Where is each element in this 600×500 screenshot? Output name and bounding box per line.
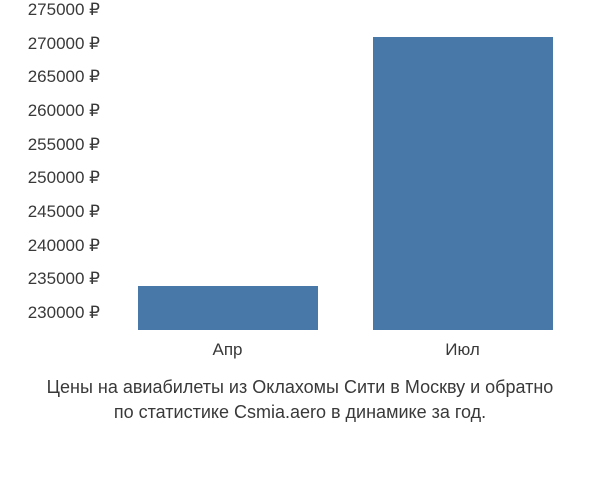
caption-line-2: по статистике Csmia.aero в динамике за г… (10, 400, 590, 425)
y-tick-label: 245000 ₽ (28, 202, 100, 222)
x-tick-label: Июл (445, 340, 480, 360)
y-tick-label: 260000 ₽ (28, 101, 100, 121)
plot-area (110, 10, 580, 330)
y-tick-label: 275000 ₽ (28, 0, 100, 20)
chart-caption: Цены на авиабилеты из Оклахомы Сити в Мо… (0, 375, 600, 425)
x-axis: Апр Июл (110, 340, 580, 370)
y-tick-label: 250000 ₽ (28, 168, 100, 188)
x-tick-label: Апр (213, 340, 243, 360)
price-chart: 230000 ₽ 235000 ₽ 240000 ₽ 245000 ₽ 250000 ₽… (0, 10, 600, 350)
bar (138, 286, 318, 330)
y-axis: 230000 ₽ 235000 ₽ 240000 ₽ 245000 ₽ 250000 ₽… (0, 10, 110, 330)
bar (373, 37, 553, 330)
caption-line-1: Цены на авиабилеты из Оклахомы Сити в Мо… (10, 375, 590, 400)
y-tick-label: 255000 ₽ (28, 135, 100, 155)
y-tick-label: 270000 ₽ (28, 34, 100, 54)
y-tick-label: 240000 ₽ (28, 236, 100, 256)
y-tick-label: 230000 ₽ (28, 303, 100, 323)
y-tick-label: 265000 ₽ (28, 67, 100, 87)
y-tick-label: 235000 ₽ (28, 269, 100, 289)
